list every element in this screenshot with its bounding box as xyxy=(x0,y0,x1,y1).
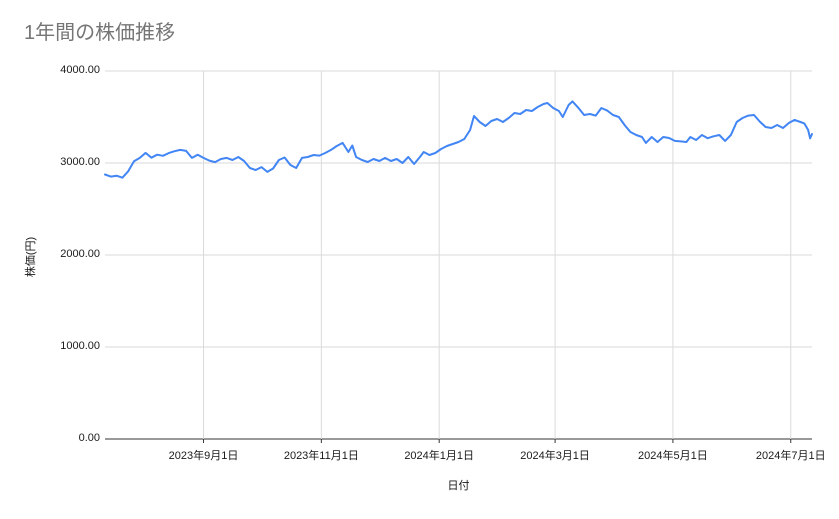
y-axis-tick-label: 0.00 xyxy=(78,432,100,444)
chart-title: 1年間の株価推移 xyxy=(24,22,176,44)
y-axis-title: 株価(円) xyxy=(25,236,37,278)
y-axis-tick-label: 4000.00 xyxy=(60,64,100,76)
y-axis-tick-label: 3000.00 xyxy=(60,156,100,168)
x-axis-tick-label: 2023年9月1日 xyxy=(168,450,239,462)
x-axis-title: 日付 xyxy=(447,480,470,492)
x-axis-tick-label: 2024年1月1日 xyxy=(404,450,475,462)
x-axis-tick-label: 2023年11月1日 xyxy=(283,450,359,462)
y-axis-tick-label: 2000.00 xyxy=(60,248,100,260)
x-axis-tick-label: 2024年3月1日 xyxy=(520,450,590,462)
x-axis-tick-label: 2024年7月1日 xyxy=(755,450,826,462)
stock-price-line-series xyxy=(104,100,813,179)
x-axis-tick-label: 2024年5月1日 xyxy=(638,450,708,462)
y-axis-tick-label: 1000.00 xyxy=(60,340,100,352)
